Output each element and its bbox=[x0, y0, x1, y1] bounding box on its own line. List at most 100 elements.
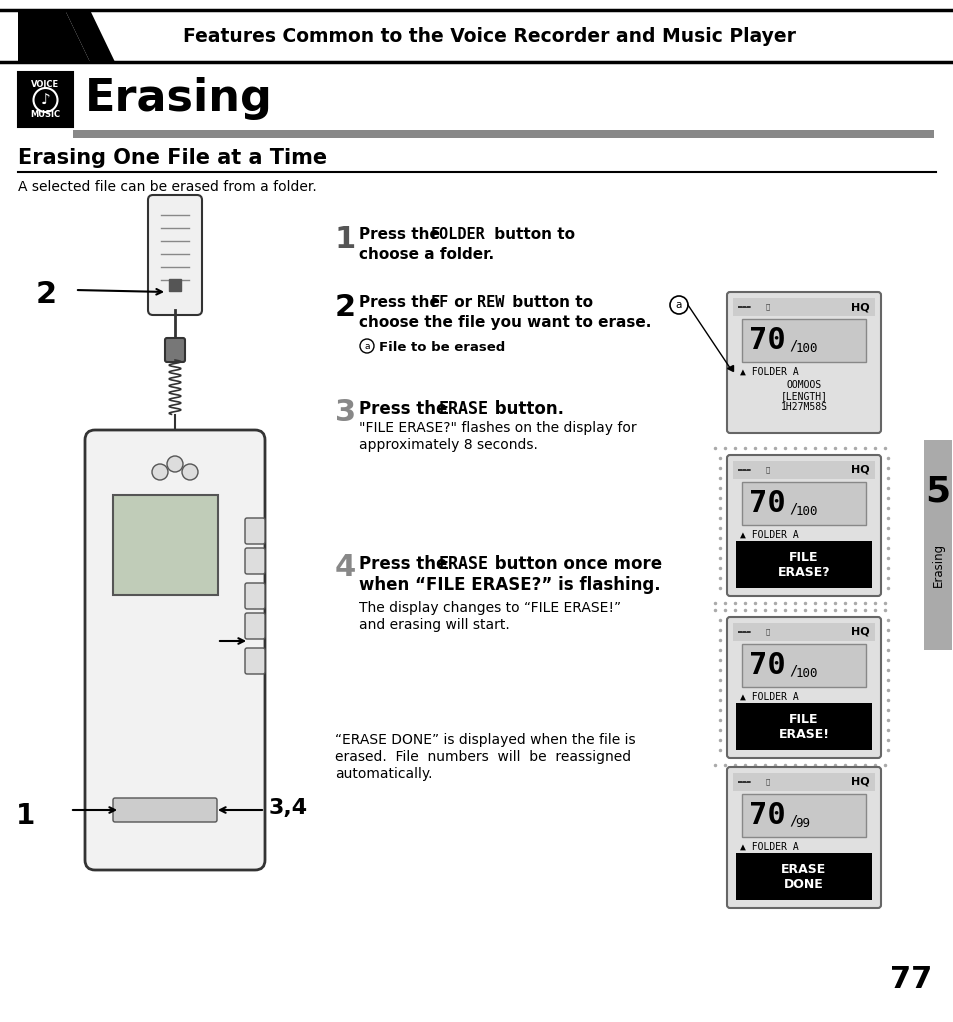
Bar bbox=[18, 72, 73, 127]
Text: 100: 100 bbox=[795, 505, 817, 518]
Text: a: a bbox=[675, 300, 681, 310]
Text: Press the: Press the bbox=[358, 295, 445, 310]
Circle shape bbox=[167, 456, 183, 472]
FancyBboxPatch shape bbox=[245, 548, 265, 574]
Text: 1: 1 bbox=[16, 802, 35, 830]
Text: VOICE: VOICE bbox=[31, 80, 59, 89]
Text: ▬▬▬: ▬▬▬ bbox=[738, 304, 750, 310]
Text: Features Common to the Voice Recorder and Music Player: Features Common to the Voice Recorder an… bbox=[183, 27, 796, 46]
Text: 100: 100 bbox=[795, 667, 817, 680]
Text: FOLDER: FOLDER bbox=[431, 227, 485, 242]
Polygon shape bbox=[18, 10, 90, 62]
Polygon shape bbox=[65, 10, 115, 62]
Text: Erasing One File at a Time: Erasing One File at a Time bbox=[18, 148, 327, 168]
Text: automatically.: automatically. bbox=[335, 766, 432, 781]
Text: ▲ FOLDER A: ▲ FOLDER A bbox=[740, 529, 798, 540]
Text: button to: button to bbox=[506, 295, 593, 310]
Text: “ERASE DONE” is displayed when the file is: “ERASE DONE” is displayed when the file … bbox=[335, 733, 635, 747]
Text: and erasing will start.: and erasing will start. bbox=[358, 618, 509, 632]
Text: or: or bbox=[449, 295, 476, 310]
Text: ♪: ♪ bbox=[41, 93, 51, 107]
Text: 1H27M58S: 1H27M58S bbox=[780, 403, 826, 412]
Text: ▬▬▬: ▬▬▬ bbox=[738, 629, 750, 635]
Text: 2: 2 bbox=[335, 293, 355, 322]
Text: /: / bbox=[788, 663, 797, 678]
Text: HQ: HQ bbox=[850, 628, 869, 637]
Text: 3: 3 bbox=[335, 398, 355, 427]
Bar bbox=[732, 623, 874, 641]
Text: Press the: Press the bbox=[358, 227, 445, 242]
Text: choose a folder.: choose a folder. bbox=[358, 247, 494, 262]
Text: HQ: HQ bbox=[850, 465, 869, 475]
FancyBboxPatch shape bbox=[245, 518, 265, 544]
FancyBboxPatch shape bbox=[85, 430, 265, 870]
Bar bbox=[0, 0, 953, 67]
FancyBboxPatch shape bbox=[245, 648, 265, 673]
Text: 5: 5 bbox=[924, 475, 949, 509]
FancyBboxPatch shape bbox=[165, 338, 185, 362]
Text: 100: 100 bbox=[795, 342, 817, 355]
Text: a: a bbox=[364, 341, 370, 351]
Text: 1: 1 bbox=[335, 225, 355, 254]
Text: choose the file you want to erase.: choose the file you want to erase. bbox=[358, 315, 651, 330]
FancyBboxPatch shape bbox=[245, 613, 265, 639]
Text: 🎤: 🎤 bbox=[765, 629, 769, 636]
Text: 2: 2 bbox=[36, 280, 57, 309]
FancyBboxPatch shape bbox=[148, 195, 202, 315]
Text: /: / bbox=[788, 338, 797, 353]
Text: A selected file can be erased from a folder.: A selected file can be erased from a fol… bbox=[18, 180, 316, 194]
Text: 3,4: 3,4 bbox=[269, 798, 308, 818]
Text: FILE
ERASE!: FILE ERASE! bbox=[778, 712, 828, 741]
Text: Erasing: Erasing bbox=[85, 77, 273, 120]
FancyBboxPatch shape bbox=[726, 292, 880, 433]
Text: "FILE ERASE?" flashes on the display for: "FILE ERASE?" flashes on the display for bbox=[358, 421, 636, 435]
Text: 2: 2 bbox=[172, 632, 192, 660]
Bar bbox=[735, 853, 871, 900]
Text: ▲ FOLDER A: ▲ FOLDER A bbox=[740, 841, 798, 851]
Text: 🎤: 🎤 bbox=[765, 779, 769, 785]
Text: HQ: HQ bbox=[850, 301, 869, 312]
Text: ▲ FOLDER A: ▲ FOLDER A bbox=[740, 366, 798, 376]
Text: button once more: button once more bbox=[489, 555, 661, 573]
Text: Press the: Press the bbox=[358, 555, 453, 573]
Text: ▬▬▬: ▬▬▬ bbox=[738, 779, 750, 785]
Text: ERASE
DONE: ERASE DONE bbox=[781, 863, 825, 890]
Text: ▬▬▬: ▬▬▬ bbox=[738, 467, 750, 473]
Bar bbox=[735, 703, 871, 750]
Bar bbox=[735, 542, 871, 588]
Text: button.: button. bbox=[489, 400, 563, 418]
Text: ▲ FOLDER A: ▲ FOLDER A bbox=[740, 691, 798, 701]
Circle shape bbox=[182, 464, 198, 480]
FancyBboxPatch shape bbox=[112, 798, 216, 822]
Text: erased.  File  numbers  will  be  reassigned: erased. File numbers will be reassigned bbox=[335, 750, 631, 764]
Bar bbox=[741, 482, 865, 525]
Text: HQ: HQ bbox=[850, 777, 869, 787]
Bar bbox=[112, 495, 218, 595]
Bar bbox=[732, 461, 874, 479]
Text: ERASE: ERASE bbox=[438, 555, 489, 573]
Text: 70: 70 bbox=[749, 326, 785, 355]
Text: 🎤: 🎤 bbox=[765, 467, 769, 473]
Text: [LENGTH]: [LENGTH] bbox=[780, 391, 826, 402]
Text: FILE
ERASE?: FILE ERASE? bbox=[777, 551, 829, 578]
Bar bbox=[741, 319, 865, 362]
Circle shape bbox=[152, 464, 168, 480]
Text: REW: REW bbox=[476, 295, 504, 310]
Text: FF: FF bbox=[431, 295, 449, 310]
Text: 70: 70 bbox=[749, 801, 785, 830]
Text: 70: 70 bbox=[749, 651, 785, 680]
Text: File to be erased: File to be erased bbox=[378, 341, 505, 354]
Bar bbox=[732, 773, 874, 791]
Text: /: / bbox=[788, 814, 797, 828]
Text: when “FILE ERASE?” is flashing.: when “FILE ERASE?” is flashing. bbox=[358, 576, 659, 594]
Text: ERASE: ERASE bbox=[438, 400, 489, 418]
Text: MUSIC: MUSIC bbox=[30, 110, 60, 119]
FancyBboxPatch shape bbox=[245, 583, 265, 609]
Text: 4: 4 bbox=[335, 553, 355, 582]
Text: 99: 99 bbox=[795, 818, 809, 830]
FancyBboxPatch shape bbox=[726, 455, 880, 596]
FancyBboxPatch shape bbox=[726, 766, 880, 908]
Text: 77: 77 bbox=[889, 965, 931, 994]
Text: The display changes to “FILE ERASE!”: The display changes to “FILE ERASE!” bbox=[358, 601, 620, 615]
Text: 70: 70 bbox=[749, 490, 785, 518]
